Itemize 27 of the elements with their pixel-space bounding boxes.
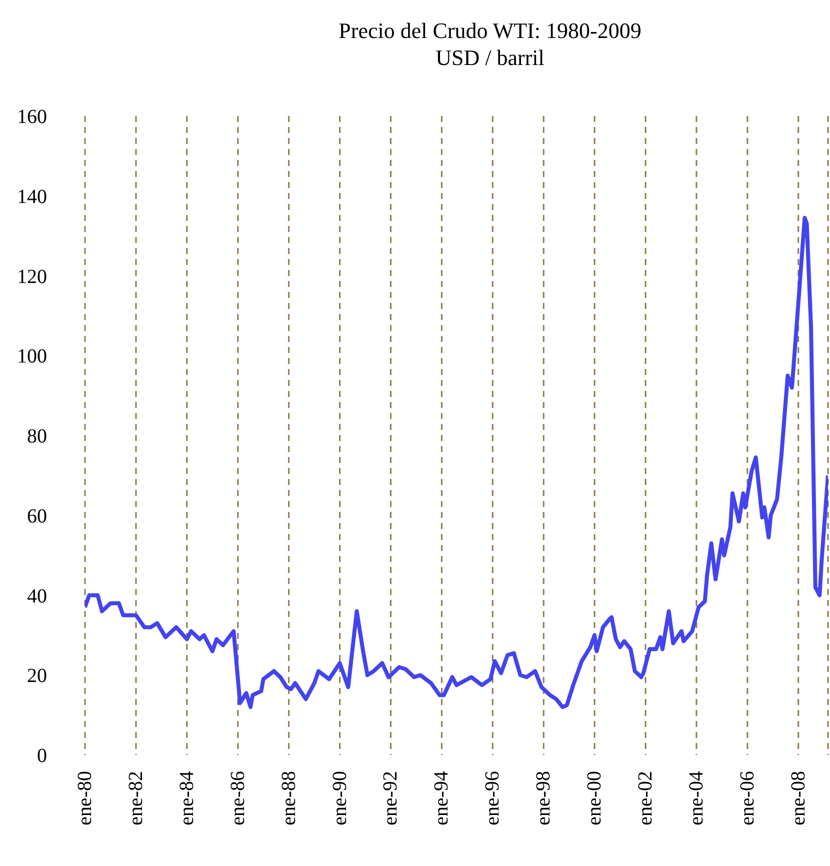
x-tick-label: ene-00: [584, 771, 606, 826]
x-tick-label: ene-98: [532, 771, 555, 826]
x-tick-label: ene-84: [176, 771, 198, 826]
y-tick-label: 60: [27, 505, 47, 528]
y-tick-label: 40: [27, 585, 47, 608]
x-tick-label: ene-86: [226, 771, 249, 826]
y-tick-label: 0: [37, 745, 47, 768]
x-tick-label: ene-96: [482, 771, 504, 826]
x-tick-label: ene-08: [787, 771, 810, 826]
chart-subtitle: USD / barril: [434, 45, 546, 71]
y-tick-label: 20: [27, 665, 47, 688]
y-tick-label: 120: [17, 266, 47, 288]
x-tick-label: ene-04: [685, 771, 708, 826]
chart-title: Precio del Crudo WTI: 1980-2009: [338, 18, 642, 44]
y-tick-label: 80: [27, 426, 47, 448]
y-tick-label: 100: [17, 346, 47, 368]
y-tick-label: 160: [17, 106, 47, 128]
x-tick-label: ene-88: [278, 771, 300, 826]
x-tick-label: ene-06: [736, 771, 758, 826]
x-tick-label: ene-90: [328, 771, 351, 826]
x-tick-label: ene-02: [634, 771, 657, 826]
x-tick-label: ene-80: [74, 771, 96, 826]
x-tick-label: ene-82: [124, 771, 147, 826]
line-series: [85, 216, 828, 710]
x-tick-label: ene-92: [380, 771, 402, 826]
y-tick-label: 140: [17, 186, 47, 208]
x-tick-label: ene-94: [430, 771, 453, 826]
